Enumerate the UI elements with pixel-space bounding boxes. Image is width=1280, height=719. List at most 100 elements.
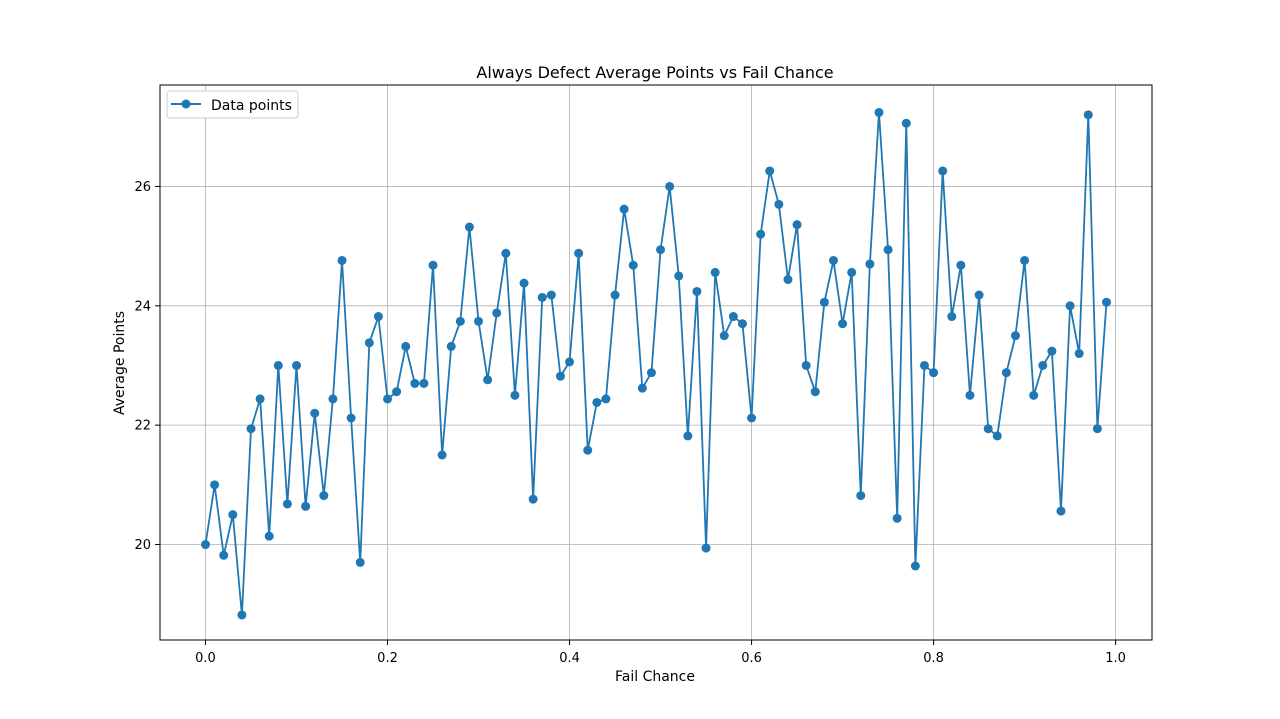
data-point	[474, 316, 484, 326]
data-point	[255, 394, 265, 404]
data-point	[892, 513, 902, 523]
data-point	[301, 501, 311, 511]
data-point	[1020, 255, 1030, 265]
data-point	[910, 561, 920, 571]
data-point	[710, 267, 720, 277]
data-point	[455, 316, 465, 326]
x-tick-label: 0.4	[559, 651, 580, 666]
data-point	[246, 424, 256, 434]
data-point	[310, 408, 320, 418]
data-point	[364, 338, 374, 348]
data-point	[610, 290, 620, 300]
data-point	[292, 360, 302, 370]
data-point	[838, 319, 848, 329]
y-axis-ticks: 20 22 24 26	[134, 180, 160, 553]
data-point	[528, 494, 538, 504]
data-point	[228, 510, 238, 520]
data-point	[510, 390, 520, 400]
data-point	[574, 248, 584, 258]
data-point	[419, 378, 429, 388]
data-point	[392, 387, 402, 397]
data-point	[692, 286, 702, 296]
series-line	[204, 111, 1108, 616]
data-point	[874, 107, 884, 117]
data-point	[1083, 110, 1093, 120]
data-point	[674, 271, 684, 281]
data-point	[983, 424, 993, 434]
data-point	[555, 371, 565, 381]
data-point	[565, 357, 575, 367]
data-point	[810, 387, 820, 397]
data-point	[437, 450, 447, 460]
data-point	[373, 312, 383, 322]
y-tick-label: 22	[134, 419, 151, 434]
data-point	[583, 445, 593, 455]
data-point	[355, 557, 365, 567]
data-point	[1074, 349, 1084, 359]
x-tick-label: 0.0	[195, 651, 216, 666]
data-point	[619, 204, 629, 214]
data-point	[747, 413, 757, 423]
data-point	[492, 308, 502, 318]
data-point	[446, 341, 456, 351]
data-point	[1056, 506, 1066, 516]
data-point	[464, 222, 474, 232]
data-point	[756, 229, 766, 239]
legend-label: Data points	[211, 98, 292, 114]
data-point	[328, 394, 338, 404]
data-point	[801, 360, 811, 370]
data-point	[628, 260, 638, 270]
data-point	[929, 368, 939, 378]
data-point	[819, 297, 829, 307]
data-point	[965, 390, 975, 400]
data-point	[865, 259, 875, 269]
data-point	[719, 331, 729, 341]
data-point	[537, 292, 547, 302]
data-point	[346, 413, 356, 423]
data-point	[919, 360, 929, 370]
data-point	[656, 245, 666, 255]
y-tick-label: 26	[134, 180, 151, 195]
data-point	[901, 118, 911, 128]
data-point	[1102, 297, 1111, 307]
x-tick-label: 1.0	[1105, 651, 1126, 666]
data-point	[792, 220, 802, 230]
data-point	[646, 368, 656, 378]
data-point	[337, 255, 347, 265]
data-point	[237, 610, 247, 620]
data-point	[1047, 346, 1057, 356]
y-tick-label: 20	[134, 538, 151, 553]
data-point	[883, 245, 893, 255]
data-point	[828, 255, 838, 265]
data-point	[847, 267, 857, 277]
data-point	[765, 166, 775, 176]
data-point	[956, 260, 966, 270]
y-tick-label: 24	[134, 299, 151, 314]
data-point	[992, 431, 1002, 441]
x-tick-label: 0.8	[923, 651, 944, 666]
data-point	[701, 543, 711, 553]
data-point	[856, 491, 866, 501]
plot-area-frame	[159, 84, 1153, 641]
series-layer	[201, 107, 1111, 620]
data-point	[264, 531, 274, 541]
data-point	[501, 248, 511, 258]
data-point	[519, 278, 529, 288]
data-point	[210, 480, 220, 490]
legend: Data points	[166, 90, 299, 119]
chart-title: Always Defect Average Points vs Fail Cha…	[476, 63, 833, 82]
data-point	[1001, 368, 1011, 378]
data-point	[592, 397, 602, 407]
data-point	[428, 260, 438, 270]
data-point	[601, 394, 611, 404]
data-point	[1010, 331, 1020, 341]
data-point	[1065, 301, 1075, 311]
data-point	[410, 378, 420, 388]
data-point	[483, 375, 493, 385]
data-point	[1029, 390, 1039, 400]
x-tick-label: 0.2	[377, 651, 398, 666]
data-point	[728, 312, 738, 322]
y-axis-label: Average Points	[112, 311, 128, 415]
data-point	[282, 499, 292, 509]
